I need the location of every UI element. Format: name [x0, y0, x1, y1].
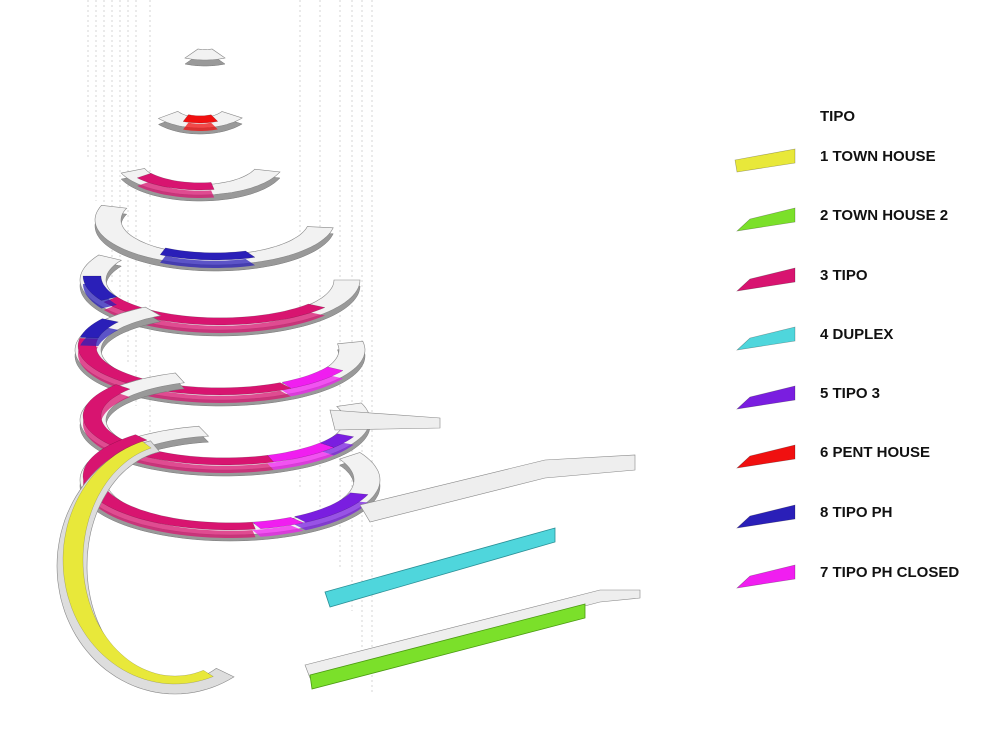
slab [184, 48, 226, 61]
unit-side [320, 441, 354, 456]
unit-side [103, 304, 325, 333]
legend-swatch [734, 148, 796, 173]
unit-side [252, 525, 304, 537]
legend-label: 1 TOWN HOUSE [820, 148, 936, 165]
unit-side [183, 122, 218, 131]
legend-swatch [736, 564, 796, 589]
unit-side [137, 181, 215, 198]
unit-side [267, 450, 334, 470]
town-house [62, 441, 214, 685]
unit-side [83, 442, 256, 538]
floors [56, 48, 641, 695]
legend-label: 4 DUPLEX [820, 326, 893, 343]
walkway [359, 454, 636, 523]
unit-side [294, 500, 369, 531]
legend-label: 5 TIPO 3 [820, 385, 880, 402]
legend-swatch [736, 385, 796, 410]
legend: TIPO 1 TOWN HOUSE 2 TOWN HOUSE 2 3 TIPO 4 D… [734, 108, 959, 589]
unit [136, 172, 215, 191]
unit [82, 275, 118, 301]
unit [82, 434, 256, 531]
legend-swatch [736, 267, 796, 292]
town-house-2 [309, 603, 586, 690]
legend-swatch [736, 444, 796, 469]
duplex [324, 527, 556, 608]
unit-side [160, 255, 255, 268]
unit [182, 114, 219, 124]
legend-label: 3 TIPO [820, 267, 868, 284]
legend-label: 8 TIPO PH [820, 504, 893, 521]
legend-label: 6 PENT HOUSE [820, 444, 930, 461]
unit [281, 366, 344, 389]
legend-title: TIPO [820, 108, 855, 125]
legend-swatch [736, 326, 796, 351]
walkway [329, 409, 441, 431]
unit [159, 247, 256, 261]
unit [293, 492, 369, 523]
unit [79, 318, 120, 339]
unit-side [282, 374, 343, 397]
guide-lines [87, 0, 373, 693]
legend-swatch [736, 207, 796, 232]
legend-swatch [736, 504, 796, 529]
legend-label: 7 TIPO PH CLOSED [820, 564, 959, 581]
legend-label: 2 TOWN HOUSE 2 [820, 207, 948, 224]
